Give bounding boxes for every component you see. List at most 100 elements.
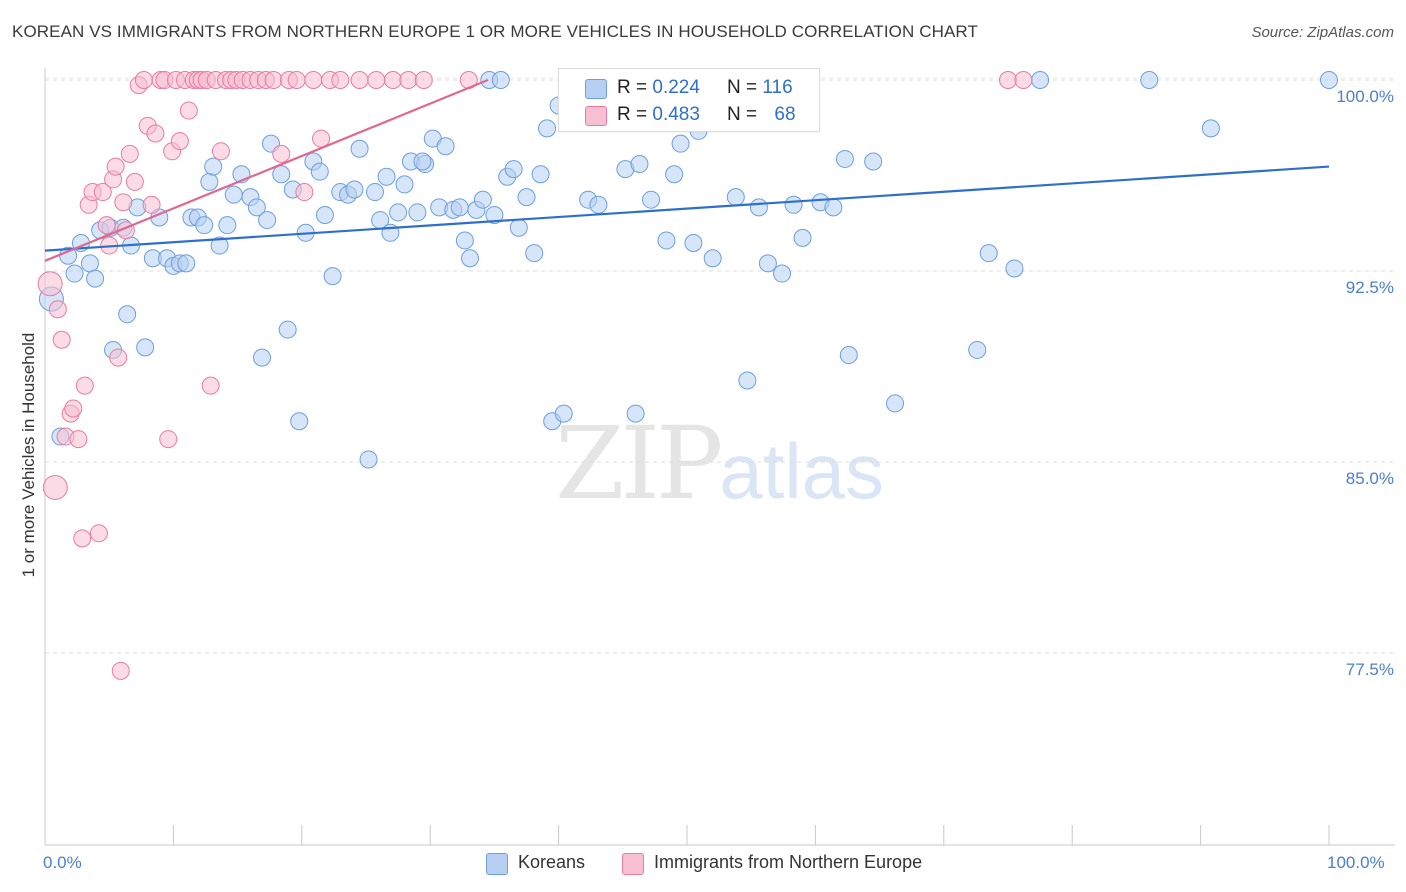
immigrant-point xyxy=(159,430,178,449)
korean-point xyxy=(365,183,384,202)
immigrant-point xyxy=(201,376,220,395)
korean-point xyxy=(509,218,528,237)
immigrant-point xyxy=(399,71,418,89)
watermark-atlas: atlas xyxy=(719,427,885,515)
r-value: 0.224 xyxy=(652,77,700,98)
source-label: Source: ZipAtlas.com xyxy=(1251,24,1394,41)
immigrant-point xyxy=(999,71,1017,89)
korean-point xyxy=(272,165,291,184)
r-value: 0.483 xyxy=(652,104,700,125)
x-tick-label: 0.0% xyxy=(43,853,82,872)
korean-point xyxy=(1031,71,1050,89)
korean-point xyxy=(177,254,196,273)
immigrant-point xyxy=(75,376,94,395)
y-axis-label: 1 or more Vehicles in Household xyxy=(19,332,38,578)
immigrant-trend-line xyxy=(44,78,489,262)
immigrant-point xyxy=(142,195,161,214)
korean-point xyxy=(290,412,309,431)
immigrant-point xyxy=(295,183,314,202)
korean-point xyxy=(657,231,676,250)
korean-point xyxy=(665,165,684,184)
watermark: ZIPatlas xyxy=(555,405,884,522)
korean-point xyxy=(886,394,905,413)
korean-point xyxy=(1005,259,1024,278)
korean-point xyxy=(864,152,883,171)
y-tick-label: 77.5% xyxy=(1345,660,1394,679)
korean-point xyxy=(531,165,550,184)
korean-point xyxy=(671,134,690,153)
korean-point xyxy=(979,244,998,263)
immigrant-point xyxy=(106,157,125,176)
immigrant-point xyxy=(264,71,283,89)
korean-point xyxy=(450,198,469,217)
immigrant-point xyxy=(120,144,139,163)
korean-point xyxy=(455,231,474,250)
korean-point xyxy=(554,404,573,423)
n-label: N = xyxy=(727,104,758,125)
korean-point xyxy=(773,264,792,283)
korean-point xyxy=(968,340,987,359)
korean-point xyxy=(65,264,84,283)
korean-point xyxy=(252,348,271,367)
legend-label: Koreans xyxy=(518,852,586,872)
korean-point xyxy=(377,167,396,186)
korean-point xyxy=(195,216,214,235)
korean-point xyxy=(538,119,557,138)
immigrant-point xyxy=(69,430,88,449)
korean-point xyxy=(278,320,297,339)
r-label: R = xyxy=(617,77,648,98)
immigrant-point xyxy=(42,474,68,500)
y-tick-label: 100.0% xyxy=(1336,87,1394,106)
korean-point xyxy=(359,450,378,469)
n-label: N = xyxy=(727,77,758,98)
y-tick-label: 85.0% xyxy=(1345,469,1394,488)
immigrant-point xyxy=(125,172,144,191)
korean-point xyxy=(835,149,854,168)
korean-point xyxy=(738,371,757,390)
immigrant-point xyxy=(211,142,230,161)
immigrant-point xyxy=(97,216,116,235)
r-label: R = xyxy=(617,104,648,125)
korean-point xyxy=(80,254,99,273)
watermark-zip: ZIP xyxy=(555,405,723,522)
korean-point xyxy=(525,244,544,263)
korean-point xyxy=(491,71,510,89)
immigrant-point xyxy=(64,399,83,418)
immigrant-point xyxy=(179,101,198,120)
korean-point xyxy=(726,188,745,207)
korean-point xyxy=(218,216,237,235)
immigrant-point xyxy=(350,71,369,89)
immigrant-point xyxy=(1014,71,1033,89)
korean-point xyxy=(86,269,105,288)
n-stat: N = 116 xyxy=(727,77,793,99)
korean-point xyxy=(1320,71,1338,89)
korean-point xyxy=(642,190,661,209)
immigrant-point xyxy=(52,330,71,349)
immigrant-point xyxy=(114,193,133,212)
legend-swatch-blue xyxy=(486,853,508,875)
immigrant-point xyxy=(331,71,350,89)
korean-point xyxy=(315,205,334,224)
korean-point xyxy=(323,267,342,286)
r-stat: R = 0.224 xyxy=(617,77,700,99)
immigrant-point xyxy=(93,183,112,202)
korean-point xyxy=(684,233,703,252)
immigrant-point xyxy=(48,300,67,319)
correlation-legend: R = 0.224 N = 116 R = 0.483 N = 68 xyxy=(558,68,820,132)
n-value: 116 xyxy=(762,77,793,98)
n-stat: N = 68 xyxy=(727,104,796,126)
korean-point xyxy=(258,211,277,230)
korean-point xyxy=(784,195,803,214)
korean-point xyxy=(703,249,722,268)
korean-point xyxy=(793,228,812,247)
korean-point xyxy=(210,236,229,255)
korean-point xyxy=(413,152,432,171)
korean-point xyxy=(461,249,480,268)
korean-point xyxy=(517,188,536,207)
korean-point xyxy=(310,162,329,181)
legend-swatch-pink xyxy=(622,853,644,875)
immigrant-point xyxy=(367,71,386,89)
korean-point xyxy=(758,254,777,273)
immigrant-point xyxy=(146,124,165,143)
